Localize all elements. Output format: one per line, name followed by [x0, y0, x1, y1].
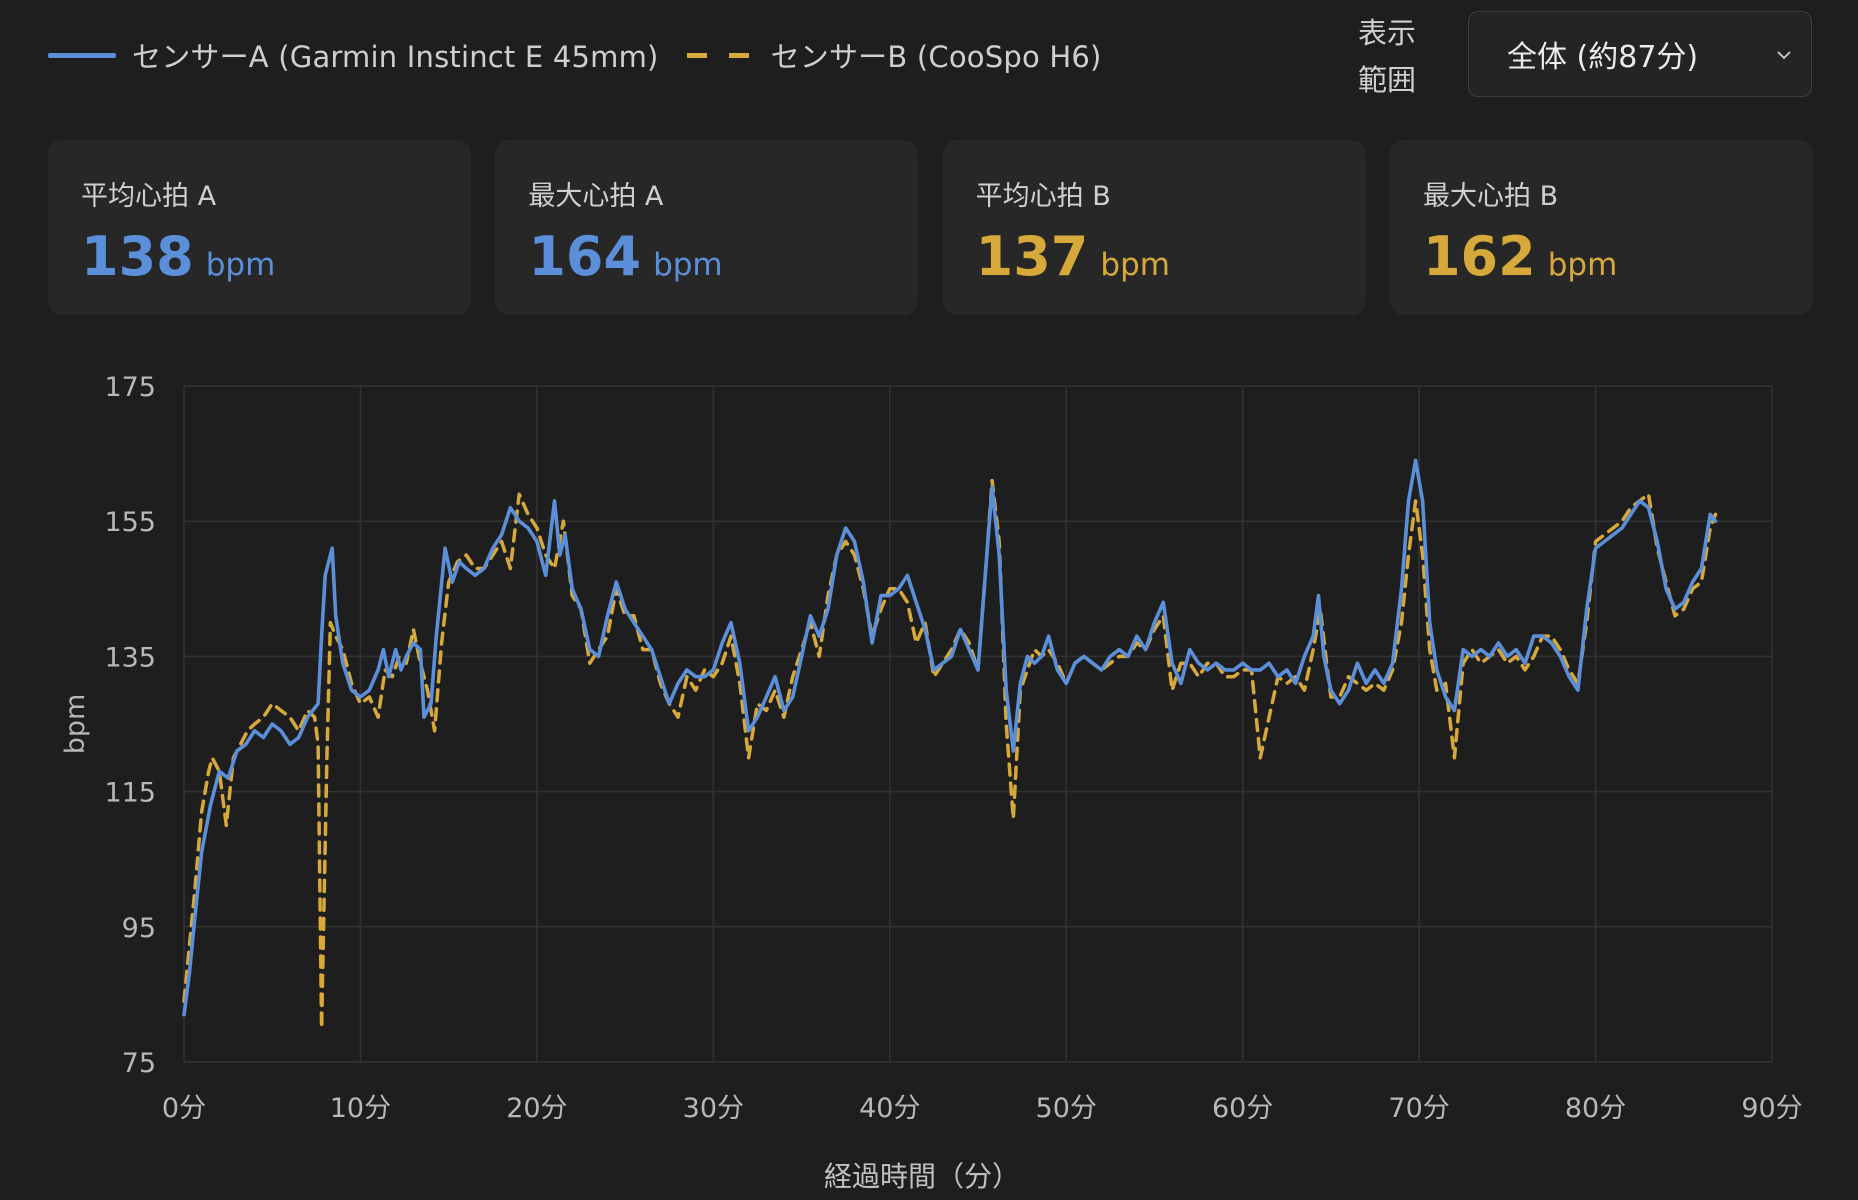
stat-number: 137: [975, 225, 1089, 288]
heart-rate-chart[interactable]: 75 95 115 135 155 175 0分 10分 20分 30分 40分 50分 60分 70分 8…: [0, 340, 1858, 1200]
x-tick-label: 10分: [330, 1093, 391, 1124]
y-axis-label: bpm: [60, 694, 91, 755]
stat-number: 138: [81, 225, 194, 288]
stat-number: 164: [528, 225, 642, 288]
y-tick-label: 155: [104, 507, 156, 538]
stat-unit: bpm: [1547, 247, 1618, 283]
stat-value: 138 bpm: [81, 225, 471, 288]
y-tick-label: 95: [122, 913, 156, 944]
stat-card-avg-b: 平均心拍 B 137 bpm: [942, 140, 1366, 315]
x-tick-label: 60分: [1212, 1093, 1273, 1124]
stat-unit: bpm: [1100, 247, 1170, 283]
x-tick-label: 30分: [683, 1093, 744, 1124]
legend-item-sensor-b[interactable]: センサーB (CooSpo H6): [686, 34, 1102, 76]
series-line-sensor-b: [182, 478, 1718, 1030]
legend-item-sensor-a[interactable]: センサーA (Garmin Instinct E 45mm): [48, 34, 659, 76]
stat-value: 164 bpm: [528, 225, 918, 288]
x-tick-label: 40分: [859, 1093, 920, 1124]
x-tick-label: 70分: [1388, 1093, 1449, 1124]
stat-card-max-b: 最大心拍 B 162 bpm: [1389, 140, 1813, 315]
range-select-value: 全体 (約87分): [1507, 40, 1699, 75]
range-select[interactable]: 全体 (約87分): [1468, 11, 1812, 97]
legend-label-sensor-a: センサーA (Garmin Instinct E 45mm): [132, 40, 659, 74]
stat-card-avg-a: 平均心拍 A 138 bpm: [48, 140, 471, 315]
legend-swatch-solid: [48, 52, 116, 58]
stat-unit: bpm: [653, 247, 723, 283]
range-label: 表示範囲: [1358, 16, 1417, 97]
x-tick-label: 90分: [1741, 1093, 1802, 1124]
stat-value: 137 bpm: [976, 225, 1366, 288]
y-tick-label: 115: [104, 778, 156, 809]
y-tick-label: 75: [122, 1048, 156, 1079]
legend-label-sensor-b: センサーB (CooSpo H6): [770, 40, 1102, 74]
stat-card-max-a: 最大心拍 A 164 bpm: [495, 140, 919, 315]
legend: センサーA (Garmin Instinct E 45mm) センサーB (Co…: [48, 30, 1130, 80]
stats-cards: 平均心拍 A 138 bpm 最大心拍 A 164 bpm 平均心拍 B 137…: [48, 140, 1813, 315]
x-axis-label: 経過時間（分）: [824, 1160, 1020, 1193]
stat-label: 最大心拍 B: [1422, 181, 1559, 212]
stat-value: 162 bpm: [1423, 225, 1813, 288]
stat-label: 平均心拍 A: [81, 181, 217, 212]
chevron-down-icon: [1777, 51, 1791, 60]
x-tick-label: 0分: [162, 1093, 206, 1124]
stat-number: 162: [1422, 225, 1536, 288]
y-tick-label: 175: [104, 372, 156, 403]
x-tick-label: 20分: [506, 1093, 567, 1124]
series-line-sensor-a: [182, 458, 1718, 1017]
stat-label: 平均心拍 B: [975, 181, 1111, 212]
x-tick-label: 50分: [1036, 1093, 1097, 1124]
stat-unit: bpm: [205, 247, 276, 283]
y-tick-label: 135: [104, 642, 156, 673]
legend-swatch-dashed: [686, 52, 755, 58]
stat-label: 最大心拍 A: [528, 181, 664, 212]
x-tick-label: 80分: [1565, 1093, 1626, 1124]
